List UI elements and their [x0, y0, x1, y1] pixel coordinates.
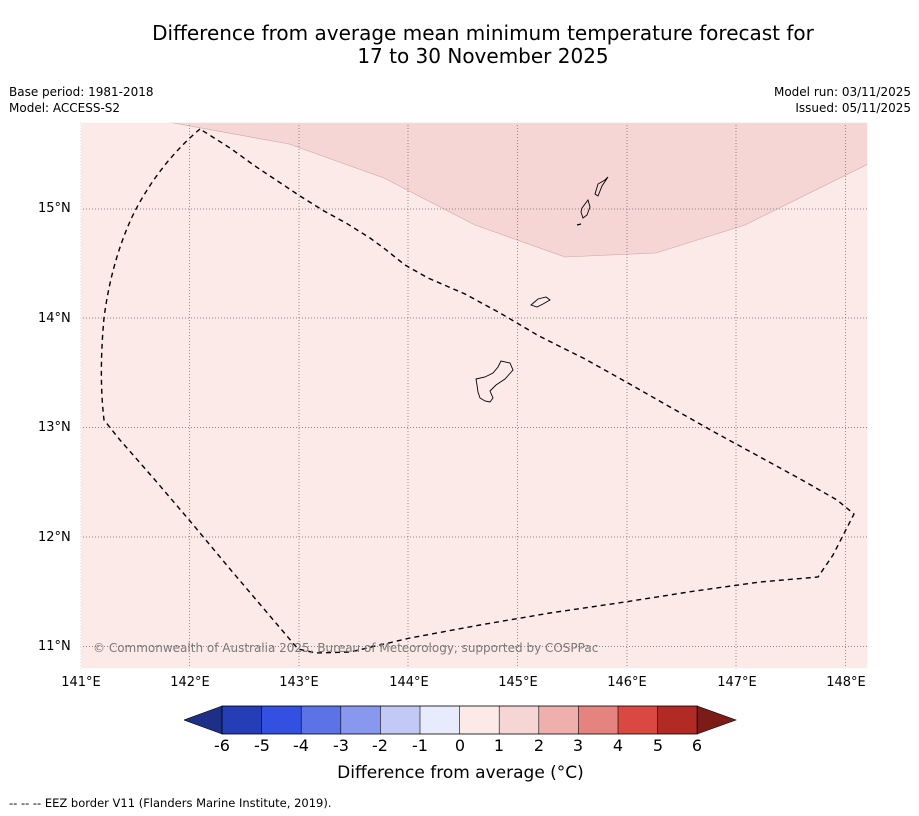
colorbar-swatch-5-6 — [657, 706, 698, 734]
model-run-date: Model run: 03/11/2025 — [773, 85, 911, 99]
colorbar-label-m5: -5 — [254, 736, 270, 755]
colorbar-label-6: 6 — [691, 736, 703, 755]
colorbar-swatch-m3-m2 — [340, 706, 381, 734]
colorbar-swatch-m6-m5 — [222, 706, 262, 734]
colorbar-label-5: 5 — [652, 736, 664, 755]
colorbar-title: Difference from average (°C) — [337, 763, 584, 783]
colorbar-swatch-m1-0 — [420, 706, 460, 734]
colorbar-swatch-3-4 — [578, 706, 618, 734]
colorbar-swatch-4-5 — [618, 706, 658, 734]
island-saipan — [594, 176, 609, 197]
lon-label-148e: 148°E — [826, 675, 866, 690]
island-guam — [475, 360, 514, 403]
colorbar-label-m2: -2 — [372, 736, 388, 755]
colorbar-swatch-m4-m3 — [301, 706, 341, 734]
colorbar-label-4: 4 — [612, 736, 624, 755]
chart-title: Difference from average mean minimum tem… — [0, 22, 919, 68]
title-line-1: Difference from average mean minimum tem… — [152, 21, 814, 45]
lon-label-146e: 146°E — [607, 675, 647, 690]
islands — [475, 176, 609, 403]
island-rota — [530, 296, 551, 308]
model-info: Base period: 1981-2018 Model: ACCESS-S2 — [9, 84, 154, 116]
lat-label-13n: 13°N — [38, 420, 71, 435]
lon-label-143e: 143°E — [279, 675, 319, 690]
forecast-map — [80, 122, 868, 669]
colorbar — [184, 705, 737, 735]
colorbar-label-0: 0 — [454, 736, 466, 755]
lon-label-147e: 147°E — [717, 675, 757, 690]
colorbar-extend-low — [184, 705, 223, 735]
colorbar-swatch-m5-m4 — [261, 706, 302, 734]
title-line-2: 17 to 30 November 2025 — [357, 44, 609, 68]
lat-label-15n: 15°N — [38, 201, 71, 216]
lon-label-141e: 141°E — [61, 675, 101, 690]
base-period: Base period: 1981-2018 — [9, 85, 154, 99]
copyright-notice: © Commonwealth of Australia 2025, Bureau… — [93, 641, 599, 655]
colorbar-label-m4: -4 — [293, 736, 309, 755]
colorbar-dividers — [261, 706, 658, 734]
model-name: Model: ACCESS-S2 — [9, 101, 121, 115]
colorbar-label-1: 1 — [493, 736, 505, 755]
lat-label-11n: 11°N — [38, 639, 71, 654]
eez-border — [100, 128, 855, 654]
eez-footnote: -- -- -- EEZ border V11 (Flanders Marine… — [9, 796, 332, 810]
lon-label-142e: 142°E — [170, 675, 210, 690]
lat-label-12n: 12°N — [38, 530, 71, 545]
run-info: Model run: 03/11/2025 Issued: 05/11/2025 — [774, 84, 911, 116]
lon-label-145e: 145°E — [498, 675, 538, 690]
colorbar-swatch-m2-m1 — [380, 706, 420, 734]
colorbar-label-m6: -6 — [214, 736, 230, 755]
colorbar-label-3: 3 — [572, 736, 584, 755]
island-aguijan — [576, 223, 582, 226]
lat-label-14n: 14°N — [38, 311, 71, 326]
map-border — [80, 122, 868, 669]
island-tinian — [580, 199, 591, 219]
colorbar-swatch-0-1 — [459, 706, 500, 734]
lon-label-144e: 144°E — [389, 675, 429, 690]
colorbar-extend-high — [696, 705, 737, 735]
colorbar-label-2: 2 — [533, 736, 545, 755]
anomaly-region-1-to-2 — [167, 122, 868, 258]
colorbar-label-m3: -3 — [333, 736, 349, 755]
colorbar-label-m1: -1 — [412, 736, 428, 755]
colorbar-swatch-1-2 — [499, 706, 539, 734]
issued-date: Issued: 05/11/2025 — [795, 101, 911, 115]
colorbar-swatch-2-3 — [538, 706, 579, 734]
